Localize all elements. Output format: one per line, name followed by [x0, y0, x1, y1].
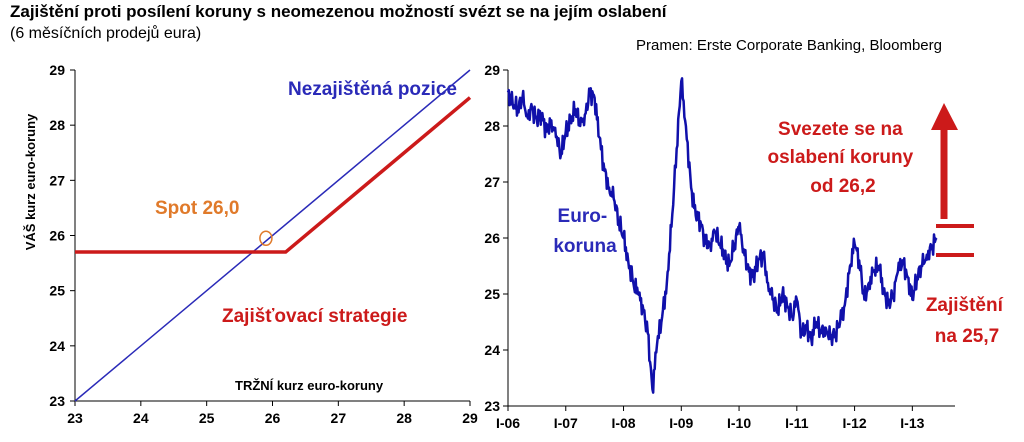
- chart-subtitle: (6 měsíčních prodejů eura): [10, 25, 202, 42]
- right-x-tick-label: I-10: [727, 415, 751, 431]
- right-y-tick-label: 23: [484, 398, 500, 414]
- left-y-tick-label: 25: [49, 283, 65, 299]
- right-y-tick-label: 27: [484, 174, 500, 190]
- right-x-tick-label: I-06: [496, 415, 520, 431]
- right-x-ticks: I-06 I-07 I-08 I-09 I-10 I-11 I-12 I-13: [496, 406, 925, 431]
- unhedged-label: Nezajištěná pozice: [288, 79, 457, 100]
- left-x-tick-label: 24: [133, 410, 149, 426]
- left-chart: 23 24 25 26 27 28 29 23 24 25 26 27 28 29 VÁŠ kurz e…: [23, 62, 478, 426]
- left-y-tick-label: 26: [49, 228, 65, 244]
- right-x-tick-label: I-07: [554, 415, 578, 431]
- left-x-ticks: 23 24 25 26 27 28 29: [67, 401, 478, 426]
- right-x-tick-label: I-09: [669, 415, 693, 431]
- right-y-tick-label: 29: [484, 62, 500, 78]
- right-y-tick-label: 24: [484, 342, 500, 358]
- left-y-tick-label: 28: [49, 117, 65, 133]
- left-y-ticks: 23 24 25 26 27 28 29: [49, 62, 75, 409]
- left-x-tick-label: 27: [331, 410, 347, 426]
- hedging-strategy-line: [75, 96, 472, 254]
- right-y-tick-label: 28: [484, 118, 500, 134]
- left-y-tick-label: 29: [49, 62, 65, 78]
- right-y-tick-label: 26: [484, 230, 500, 246]
- left-x-tick-label: 26: [265, 410, 281, 426]
- eur-czk-line: [506, 77, 938, 394]
- unhedged-position-line: [74, 69, 471, 402]
- spot-label: Spot 26,0: [155, 198, 239, 219]
- right-y-ticks: 23 24 25 26 27 28 29: [484, 62, 508, 414]
- left-x-axis-label: TRŽNÍ kurz euro-koruny: [235, 378, 384, 393]
- spot-marker: [259, 230, 273, 247]
- upside-label: Svezete se na oslabení koruny od 26,2: [768, 119, 919, 197]
- left-x-tick-label: 28: [396, 410, 412, 426]
- right-x-tick-label: I-11: [785, 415, 809, 431]
- right-x-tick-label: I-12: [843, 415, 867, 431]
- upside-arrow-head: [931, 103, 958, 130]
- right-x-tick-label: I-13: [900, 415, 924, 431]
- left-y-tick-label: 23: [49, 393, 65, 409]
- left-x-tick-label: 29: [462, 410, 478, 426]
- right-y-tick-label: 25: [484, 286, 500, 302]
- floor-label: Zajištění na 25,7: [926, 295, 1008, 347]
- source-note: Pramen: Erste Corporate Banking, Bloombe…: [636, 37, 942, 54]
- left-y-tick-label: 24: [49, 338, 65, 354]
- left-y-axis-label: VÁŠ kurz euro-koruny: [23, 113, 38, 250]
- chart-title: Zajištění proti posílení koruny s neomez…: [10, 2, 667, 21]
- left-x-tick-label: 25: [199, 410, 215, 426]
- hedging-label: Zajišťovací strategie: [222, 306, 407, 327]
- left-x-tick-label: 23: [67, 410, 83, 426]
- left-y-tick-label: 27: [49, 172, 65, 188]
- right-x-tick-label: I-08: [611, 415, 635, 431]
- eur-czk-label: Euro- koruna: [553, 206, 617, 257]
